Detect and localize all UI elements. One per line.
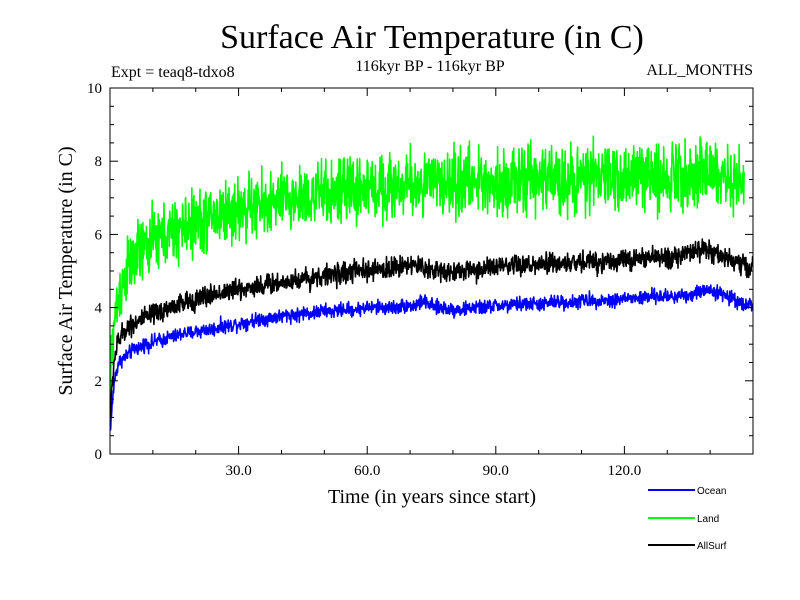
y-tick-label: 4 [95,301,103,317]
series-line-land [110,135,745,392]
x-tick-label: 90.0 [483,463,509,479]
y-axis-label: Surface Air Temperature (in C) [55,146,77,395]
months-label: ALL_MONTHS [646,62,753,79]
series-line-ocean [110,284,753,431]
x-tick-label: 60.0 [354,463,380,479]
legend: Ocean Land AllSurf [648,486,727,552]
chart-title: Surface Air Temperature (in C) [220,19,644,56]
x-tick-label: 30.0 [225,463,251,479]
y-tick-label: 2 [95,374,103,390]
period-label: 116kyr BP - 116kyr BP [355,58,504,75]
y-tick-label: 6 [95,227,103,243]
plot-frame [109,87,754,455]
y-tick-label: 0 [95,447,103,463]
experiment-label: Expt = teaq8-tdxo8 [111,64,235,81]
legend-label-land: Land [697,514,719,525]
legend-label-allsurf: AllSurf [697,541,727,552]
legend-label-ocean: Ocean [697,486,726,497]
series-layer [110,135,753,431]
x-axis-label: Time (in years since start) [328,486,536,508]
y-tick-label: 10 [87,81,102,97]
y-tick-label: 8 [95,154,103,170]
axes-layer: 0 2 4 6 8 10 30.0 60.0 90.0 120.0 [87,81,753,479]
x-tick-label: 120.0 [608,463,642,479]
series-line-allsurf [110,238,753,418]
